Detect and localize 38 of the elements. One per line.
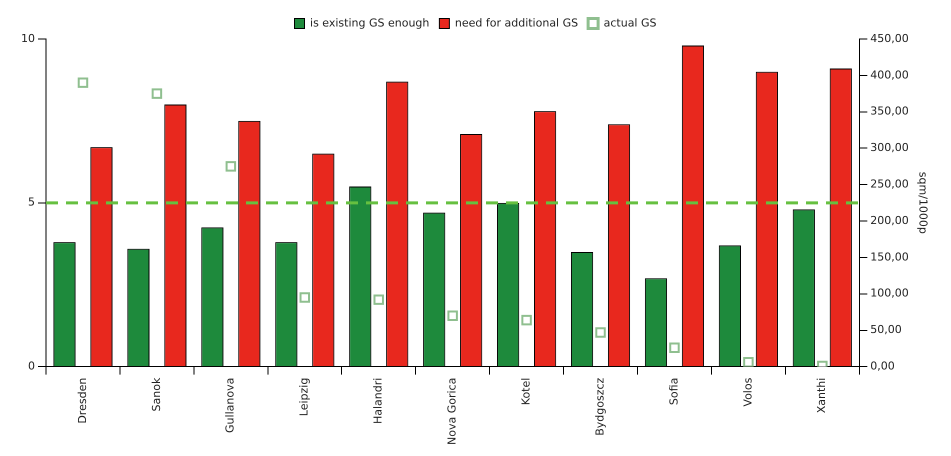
y2-tick-label: 400,00 (870, 68, 909, 82)
y2-tick-label: 200,00 (870, 214, 909, 227)
point (743, 357, 754, 367)
y2-tick-label: 250,00 (870, 177, 909, 190)
y2-tick-label: 100,00 (870, 286, 909, 300)
x-tick-label: Sanok (150, 377, 163, 412)
x-tick-label: Kotel (519, 378, 532, 406)
x-tick-label: Volos (741, 377, 754, 407)
x-tick-label: Sofia (667, 378, 680, 406)
x-tick-label: Bydgoszcz (593, 377, 606, 436)
y2-axis-title: sqm/1000p (916, 172, 930, 234)
legend-label: need for additional GS (454, 16, 578, 30)
point (226, 161, 236, 172)
y-tick-label: 5 (28, 196, 35, 209)
y2-tick-label: 350,00 (870, 104, 909, 118)
y-tick-label: 0 (28, 360, 35, 373)
y2-tick-label: 450,00 (870, 32, 909, 45)
y2-tick-label: 0,00 (870, 360, 895, 373)
point (595, 327, 606, 338)
legend-label: is existing GS enough (310, 16, 430, 30)
legend-label: actual GS (604, 16, 657, 30)
point (373, 294, 384, 305)
y-tick-label: 10 (20, 32, 35, 45)
x-tick-label: Leipzig (298, 378, 311, 416)
x-tick-label: Xanthi (815, 378, 828, 414)
point (447, 310, 458, 321)
y2-tick-label: 150,00 (870, 250, 909, 264)
point (521, 314, 532, 326)
point (78, 77, 88, 88)
y2-tick-label: 300,00 (870, 141, 909, 154)
x-tick-label: Dresden (76, 378, 89, 424)
y2-tick-label: 50,00 (870, 323, 902, 336)
point (669, 342, 680, 353)
x-tick-label: Nova Gorica (446, 378, 459, 445)
x-tick-label: Gullanova (224, 378, 237, 433)
x-tick-label: Halandri (372, 378, 385, 424)
point (152, 88, 162, 99)
point (300, 292, 310, 303)
